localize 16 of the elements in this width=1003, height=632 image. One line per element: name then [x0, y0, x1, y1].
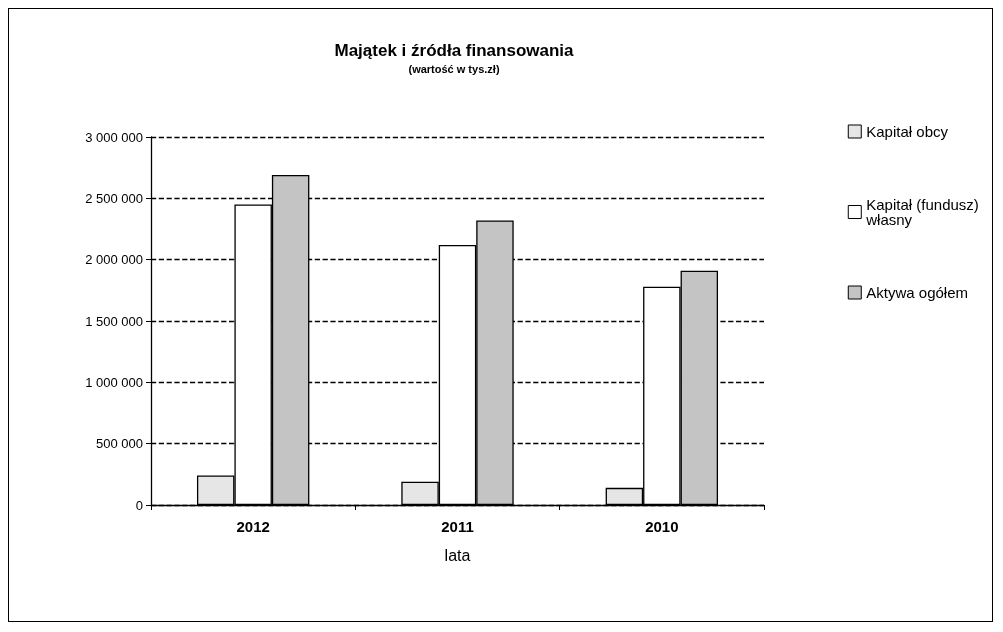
y-tick-label: 2 500 000 — [85, 190, 143, 206]
legend-label: Aktywa ogółem — [866, 284, 968, 301]
x-tick-label: 2010 — [645, 518, 679, 535]
y-tick-label: 2 000 000 — [85, 252, 143, 268]
x-tick-label: 2012 — [236, 518, 270, 535]
legend-label: Kapitał (fundusz) własny — [865, 196, 984, 228]
y-tick-label: 500 000 — [96, 436, 143, 452]
x-axis-title: lata — [444, 546, 471, 564]
y-tick-label: 1 500 000 — [85, 313, 143, 329]
y-tick-label: 1 000 000 — [85, 374, 143, 390]
y-tick-label: 0 — [135, 497, 143, 513]
x-tick-label: 2011 — [441, 518, 474, 535]
legend-label: Kapitał obcy — [866, 123, 949, 140]
chart-title: Majątek i źródła finansowania — [334, 41, 575, 60]
y-tick-label: 3 000 000 — [85, 129, 143, 145]
chart-subtitle: (wartość w tys.zł) — [408, 62, 500, 75]
